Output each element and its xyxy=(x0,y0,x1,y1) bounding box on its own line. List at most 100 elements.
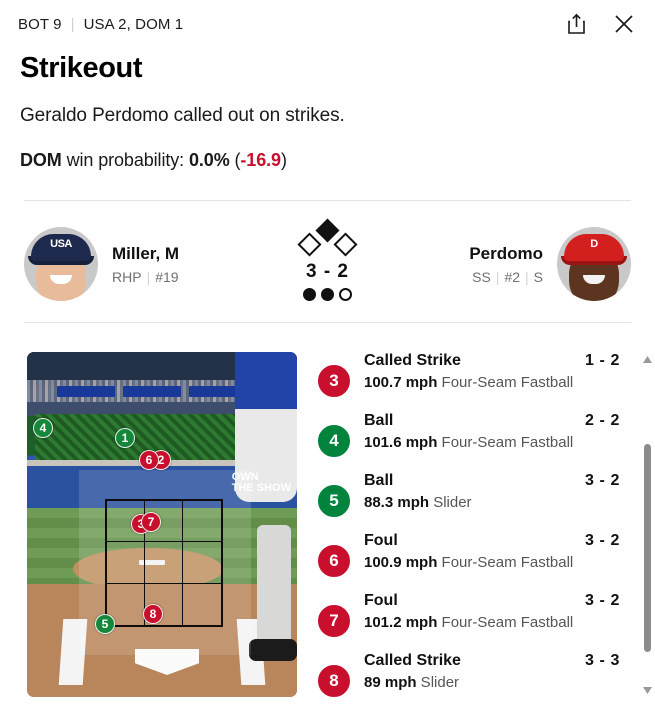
batter-meta-bar-2: | xyxy=(525,269,529,286)
pitch-number-badge: 6 xyxy=(316,543,352,579)
pitch-speed: 89 mph xyxy=(364,674,417,691)
pitch-number-badge: 3 xyxy=(316,363,352,399)
win-prob-paren-close: ) xyxy=(280,150,287,170)
pitch-marker-8[interactable]: 8 xyxy=(143,604,163,624)
pitch-count: 1 - 2 xyxy=(584,352,620,369)
close-icon xyxy=(615,15,633,33)
pitch-row[interactable]: 6 Foul 3 - 2 100.9 mph Four-Seam Fastball xyxy=(310,532,620,592)
zone-cell xyxy=(183,501,221,543)
pitch-row-top: Foul 3 - 2 xyxy=(364,532,620,550)
out-dot-1 xyxy=(303,288,316,301)
pitch-row-bottom: 88.3 mph Slider xyxy=(364,494,620,511)
pitch-marker-7[interactable]: 7 xyxy=(141,512,161,532)
pitch-marker-6[interactable]: 6 xyxy=(139,450,159,470)
batter-cap-logo: D xyxy=(590,238,598,250)
pitch-row-top: Foul 3 - 2 xyxy=(364,592,620,610)
play-description: Geraldo Perdomo called out on strikes. xyxy=(20,105,345,126)
pitcher-cap xyxy=(31,234,91,261)
win-prob-team: DOM xyxy=(20,150,62,170)
scrollbar-thumb[interactable] xyxy=(644,444,651,652)
pitch-row[interactable]: 3 Called Strike 1 - 2 100.7 mph Four-Seam F… xyxy=(310,352,620,412)
pitch-row[interactable]: 5 Ball 3 - 2 88.3 mph Slider xyxy=(310,472,620,532)
batter-meta-bar-1: | xyxy=(495,269,500,286)
pitch-row[interactable]: 8 Called Strike 3 - 3 89 mph Slider xyxy=(310,652,620,712)
pitch-type: Slider xyxy=(429,494,472,511)
share-icon xyxy=(567,13,585,34)
pitch-row-bottom: 101.2 mph Four-Seam Fastball xyxy=(364,614,620,631)
pitcher-cap-logo: USA xyxy=(50,238,72,250)
batter-block[interactable]: Perdomo SS | #2 | S D xyxy=(469,227,631,301)
base-first xyxy=(332,232,358,257)
matchup-row: USA Miller, M RHP | #19 Perdomo SS | #2 | S xyxy=(24,214,631,314)
pitch-row-bottom: 100.7 mph Four-Seam Fastball xyxy=(364,374,620,391)
pitch-row-bottom: 101.6 mph Four-Seam Fastball xyxy=(364,434,620,451)
batter-silhouette xyxy=(235,352,297,502)
pitch-result: Ball xyxy=(364,472,394,489)
pitcher-smile xyxy=(50,275,72,284)
count-indicator: 3 - 2 xyxy=(280,218,376,301)
outs-indicator xyxy=(303,288,352,301)
pitch-speed: 88.3 mph xyxy=(364,494,430,511)
caret-down-icon xyxy=(643,686,652,694)
pitcher-name: Miller, M xyxy=(112,243,180,263)
header-bar: BOT 9 | USA 2, DOM 1 xyxy=(0,0,655,48)
pitch-row[interactable]: 7 Foul 3 - 2 101.2 mph Four-Seam Fastball xyxy=(310,592,620,652)
pitch-number-badge: 7 xyxy=(316,603,352,639)
pitch-number-badge: 5 xyxy=(316,483,352,519)
pitch-type: Four-Seam Fastball xyxy=(437,614,574,631)
out-dot-3 xyxy=(339,288,352,301)
pitch-row-bottom: 100.9 mph Four-Seam Fastball xyxy=(364,554,620,571)
pitching-rubber xyxy=(139,560,165,565)
score-label: USA 2, DOM 1 xyxy=(83,15,184,33)
close-button[interactable] xyxy=(611,10,637,38)
ad-panel xyxy=(57,386,115,397)
out-dot-2 xyxy=(321,288,334,301)
batter-number: #2 xyxy=(504,269,521,286)
batter-smile xyxy=(583,275,605,284)
pitcher-number: #19 xyxy=(155,269,179,286)
pitch-marker-5[interactable]: 5 xyxy=(95,614,115,634)
pitch-list[interactable]: 3 Called Strike 1 - 2 100.7 mph Four-Seam F… xyxy=(310,352,620,699)
pitch-marker-1[interactable]: 1 xyxy=(115,428,135,448)
pitch-row[interactable]: 4 Ball 2 - 2 101.6 mph Four-Seam Fastball xyxy=(310,412,620,472)
base-diamond xyxy=(296,218,358,258)
pitch-row-top: Ball 3 - 2 xyxy=(364,472,620,490)
pitch-count: 2 - 2 xyxy=(584,412,620,429)
batter-leg xyxy=(257,525,291,645)
pitch-marker-4[interactable]: 4 xyxy=(33,418,53,438)
scroll-down-button[interactable] xyxy=(640,683,655,697)
scroll-up-button[interactable] xyxy=(640,352,655,366)
win-prob-delta: -16.9 xyxy=(240,150,281,170)
pitch-speed: 100.9 mph xyxy=(364,554,438,571)
zone-cell xyxy=(107,542,145,584)
pitch-count: 3 - 2 xyxy=(584,592,620,609)
pitch-count: 3 - 2 xyxy=(584,472,620,489)
batter-avatar: D xyxy=(557,227,631,301)
inning-label: BOT 9 xyxy=(18,15,62,33)
pitcher-block[interactable]: USA Miller, M RHP | #19 xyxy=(24,227,179,301)
pitch-number-badge: 8 xyxy=(316,663,352,699)
batter-name: Perdomo xyxy=(469,243,543,263)
base-second xyxy=(314,218,340,243)
pitch-type: Slider xyxy=(416,674,460,691)
pitch-result: Ball xyxy=(364,412,394,429)
base-third xyxy=(296,232,322,257)
pitcher-text: Miller, M RHP | #19 xyxy=(112,243,179,285)
pitch-result: Called Strike xyxy=(364,352,461,369)
win-prob-paren-open: ( xyxy=(229,150,241,170)
pitcher-avatar: USA xyxy=(24,227,98,301)
ad-panel xyxy=(189,386,247,397)
outfield-ads xyxy=(57,386,247,397)
share-button[interactable] xyxy=(563,10,589,38)
pitch-speed: 100.7 mph xyxy=(364,374,438,391)
pitch-row-top: Ball 2 - 2 xyxy=(364,412,620,430)
pitch-row-top: Called Strike 1 - 2 xyxy=(364,352,620,370)
pitch-number-badge: 4 xyxy=(316,423,352,459)
pitch-speed: 101.2 mph xyxy=(364,614,438,631)
zone-cell xyxy=(107,583,145,625)
pitch-list-scrollbar[interactable] xyxy=(640,352,655,697)
zone-cell xyxy=(145,542,183,584)
pitch-speed: 101.6 mph xyxy=(364,434,438,451)
